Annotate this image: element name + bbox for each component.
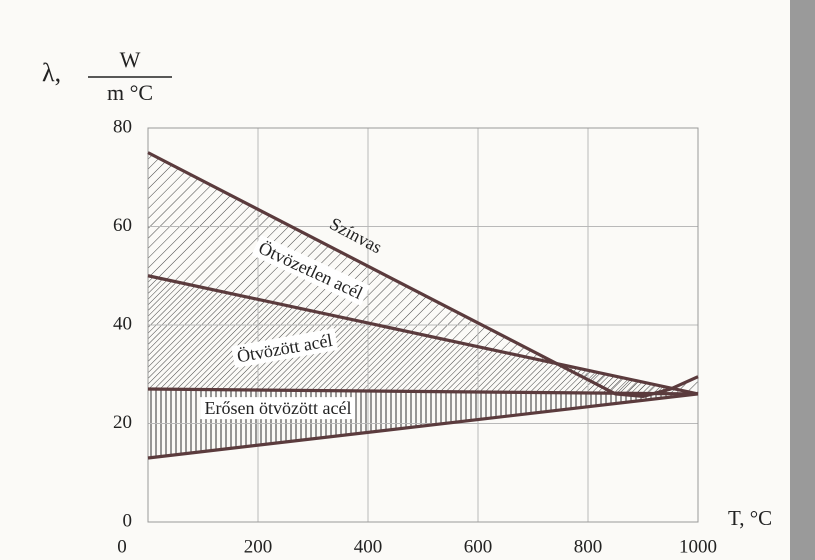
- series-label: Erősen ötvözött acél: [205, 398, 352, 418]
- series-line: [147, 151, 699, 399]
- series-label-group: Erősen ötvözött acél: [200, 397, 356, 420]
- label-box: [231, 328, 339, 369]
- x-tick-label: 200: [244, 536, 273, 557]
- x-tick-label: 0: [117, 536, 127, 557]
- y-label-numerator: W: [120, 47, 141, 72]
- label-box: [251, 234, 371, 306]
- y-tick-label: 40: [113, 313, 132, 334]
- x-tick-label: 1000: [679, 536, 717, 557]
- y-tick-label: 20: [113, 412, 132, 433]
- y-tick-label: 60: [113, 215, 132, 236]
- series-line: [147, 274, 699, 396]
- y-tick-label: 80: [113, 116, 132, 137]
- x-tick-label: 600: [464, 536, 493, 557]
- y-tick-label: 0: [123, 510, 133, 531]
- y-label-denominator: m °C: [107, 80, 153, 105]
- page-edge: [790, 0, 815, 560]
- x-label: T, °C: [728, 506, 772, 530]
- series-line: [147, 387, 699, 396]
- x-tick-label: 800: [574, 536, 603, 557]
- series-line: [147, 392, 699, 460]
- x-tick-label: 400: [354, 536, 383, 557]
- y-label-symbol: λ,: [42, 58, 61, 87]
- label-box: [200, 397, 356, 420]
- plot-frame: [147, 127, 699, 523]
